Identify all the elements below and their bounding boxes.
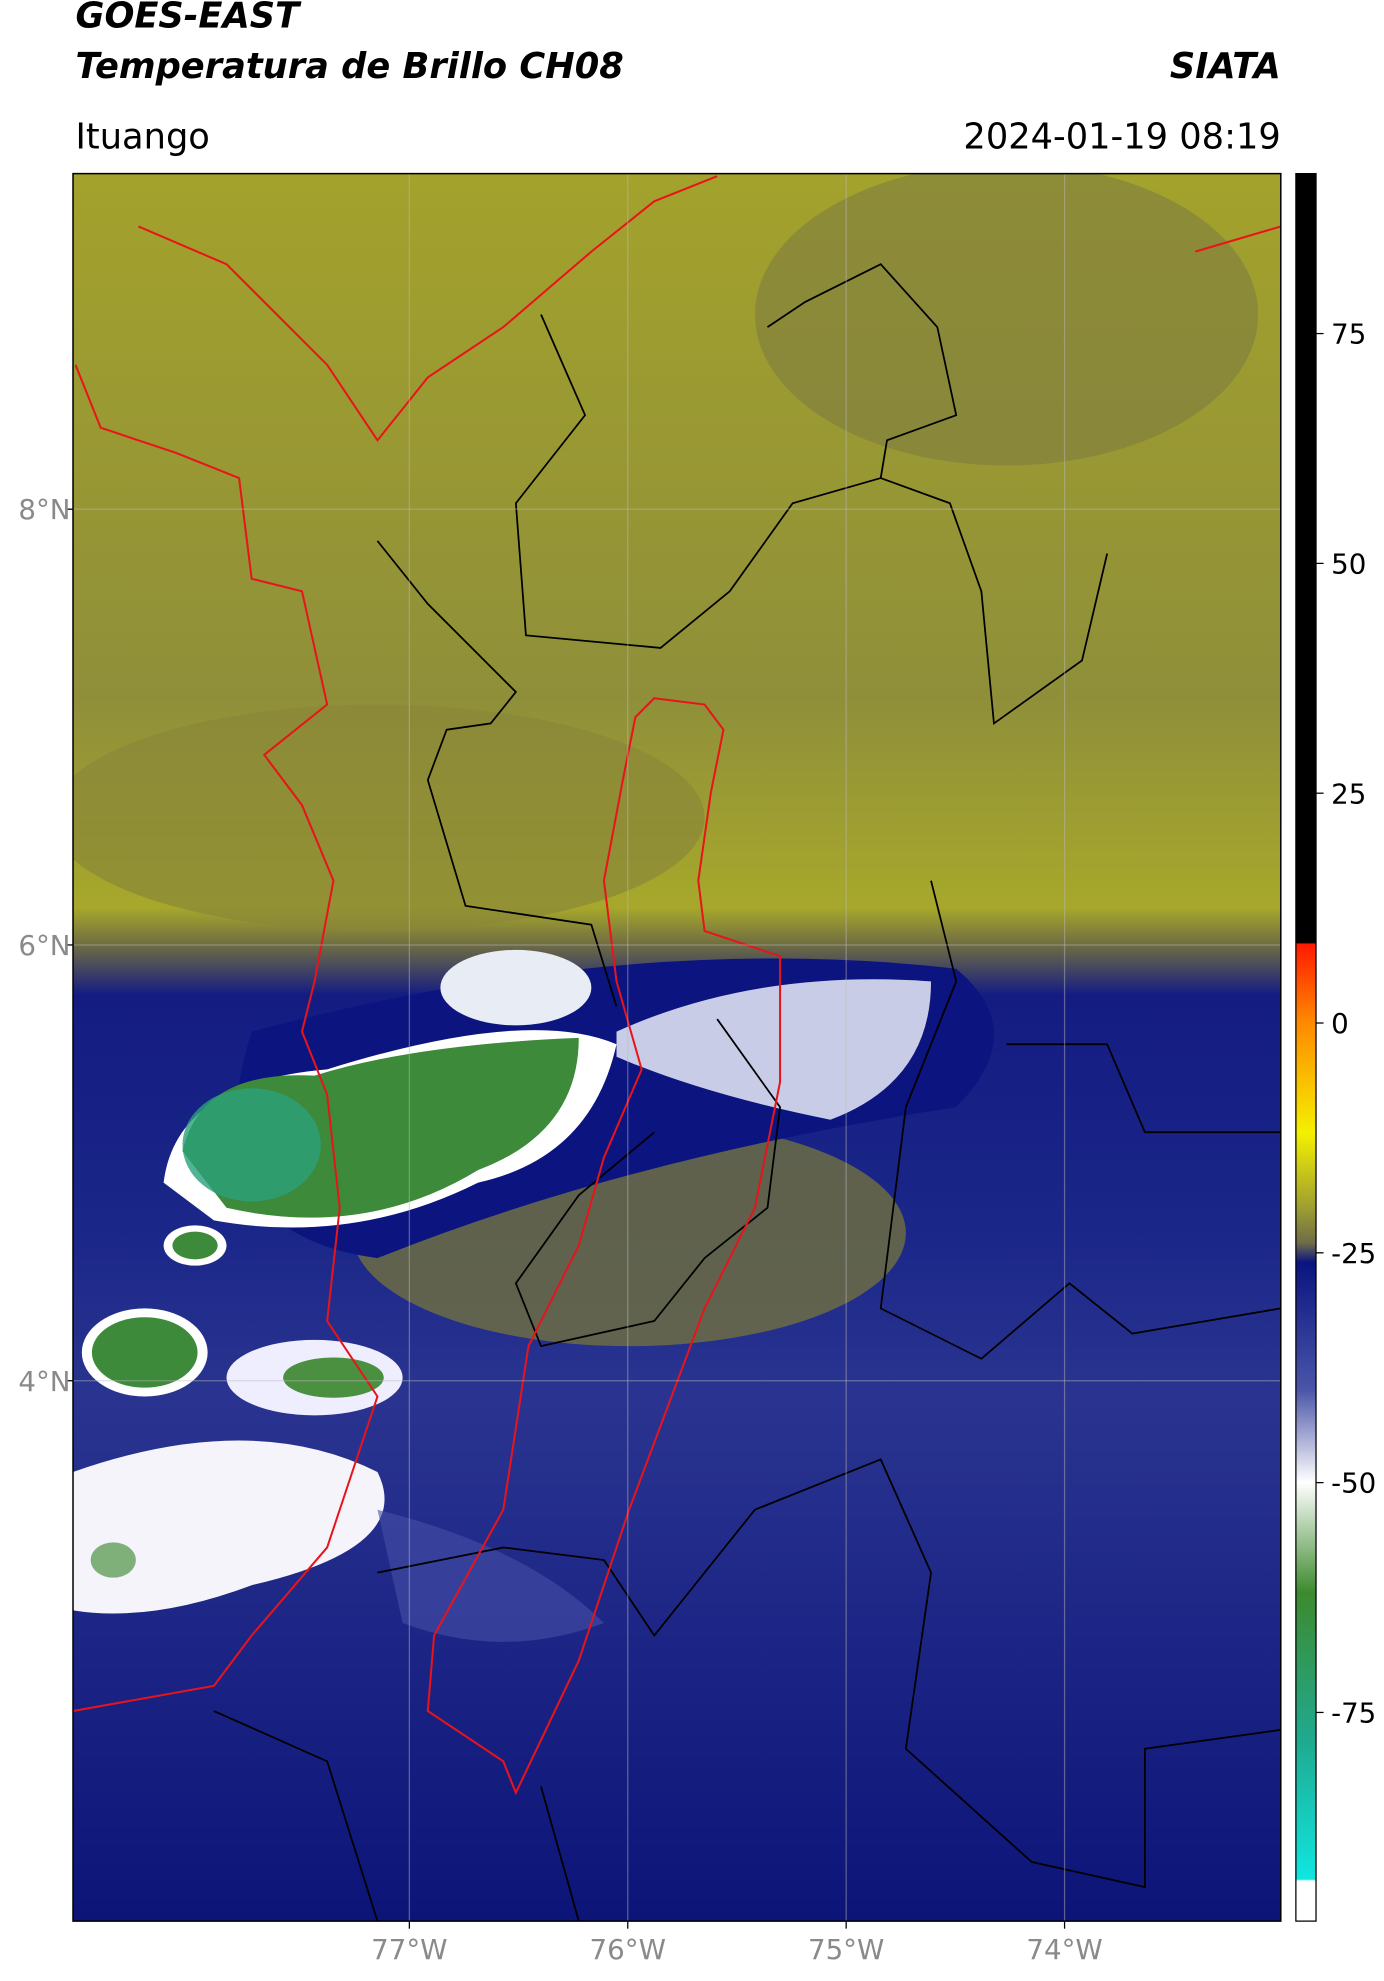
colorbar-tick-label: 25 <box>1331 777 1366 810</box>
subtitle: Temperatura de Brillo CH08 <box>76 46 624 87</box>
datetime: 2024-01-19 08:19 <box>963 116 1280 157</box>
colorbar-tick-label: -50 <box>1331 1467 1376 1500</box>
colorbar-tick-label: -25 <box>1331 1237 1376 1270</box>
colorbar-tick-label: 75 <box>1331 318 1366 351</box>
colorbar <box>1295 172 1317 1922</box>
brand: SIATA <box>1170 46 1281 87</box>
colorbar-tick-label: 50 <box>1331 547 1366 580</box>
y-tick-label: 8°N <box>18 493 70 526</box>
y-tick-label: 4°N <box>18 1365 70 1398</box>
colorbar-tick-label: -75 <box>1331 1697 1376 1730</box>
x-tick-label: 74°W <box>1026 1933 1102 1966</box>
title: GOES-EAST <box>76 0 303 37</box>
x-tick-label: 77°W <box>371 1933 447 1966</box>
x-tick-label: 75°W <box>808 1933 884 1966</box>
satellite-image <box>73 173 1281 1922</box>
x-tick-label: 76°W <box>590 1933 666 1966</box>
y-tick-label: 6°N <box>18 929 70 962</box>
location: Ituango <box>76 116 210 157</box>
colorbar-tick-label: 0 <box>1331 1007 1349 1040</box>
map-frame <box>72 172 1282 1922</box>
